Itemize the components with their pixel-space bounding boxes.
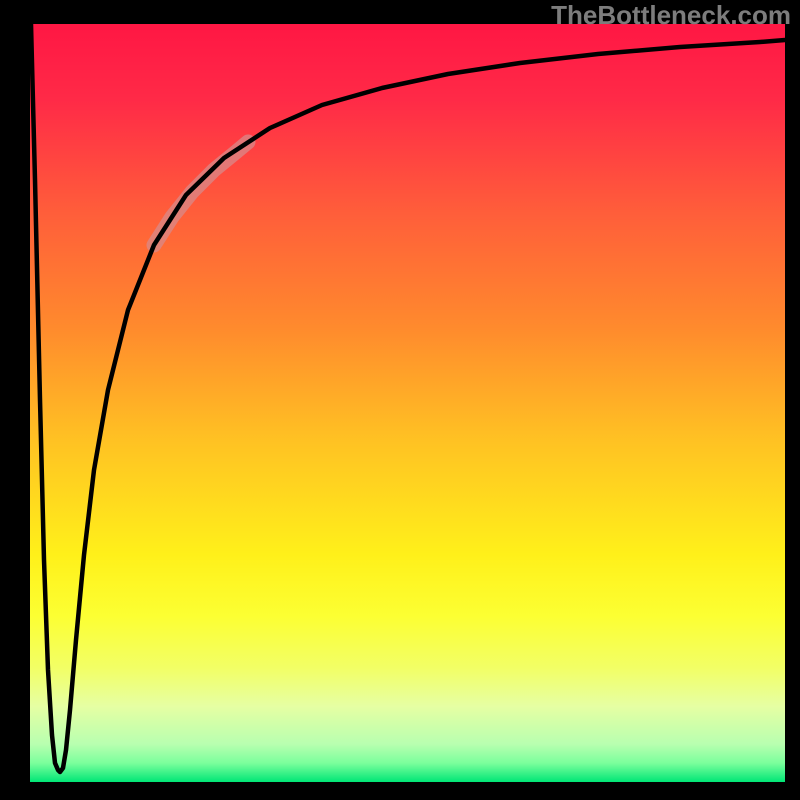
chart-frame: TheBottleneck.com [0,0,800,800]
curve-layer [30,24,785,782]
highlight-segment [154,142,248,245]
watermark-text: TheBottleneck.com [551,0,791,31]
plot-area [30,24,785,782]
bottleneck-curve [31,24,785,772]
